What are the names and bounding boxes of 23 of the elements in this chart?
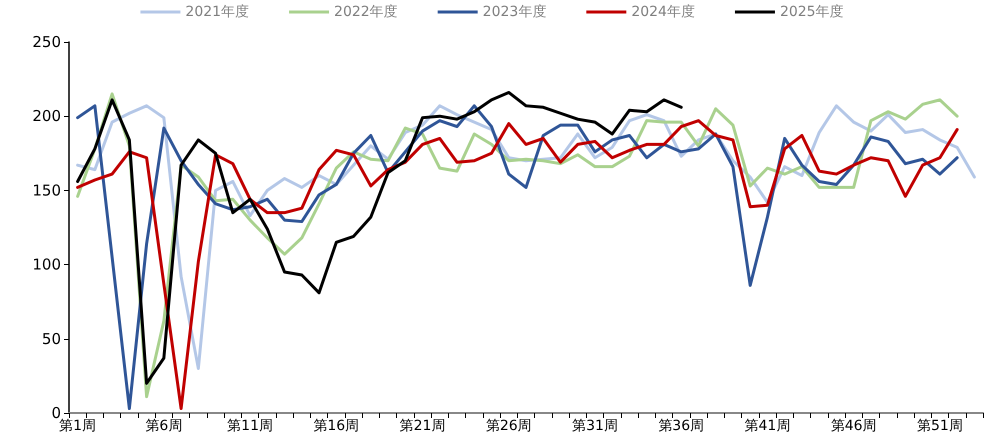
y-tick-label: 150 [32,181,61,200]
y-tick-label: 50 [42,330,61,348]
legend-label: 2022年度 [334,4,398,20]
x-tick-label: 第46周 [830,418,877,434]
legend-label: 2023年度 [482,4,546,20]
line-series [76,90,683,385]
x-tick-label: 第11周 [227,418,273,434]
y-tick-label: 0 [51,404,61,422]
x-tick-label: 第6周 [145,418,182,434]
y-tick-label: 250 [32,33,61,51]
y-tick-label: 200 [32,107,61,126]
x-tick-label: 第1周 [59,418,96,434]
x-tick-label: 第16周 [313,418,360,434]
y-tick-label: 100 [32,256,61,274]
x-tick-label: 第21周 [400,418,446,434]
legend-label: 2021年度 [185,4,250,20]
x-tick-label: 第51周 [916,418,963,434]
x-tick-label: 第36周 [658,418,704,434]
x-tick-label: 第26周 [486,418,532,434]
x-tick-label: 第31周 [572,418,618,434]
legend-label: 2025年度 [780,4,844,20]
legend-label: 2024年度 [631,4,695,20]
x-tick-label: 第41周 [744,418,790,434]
